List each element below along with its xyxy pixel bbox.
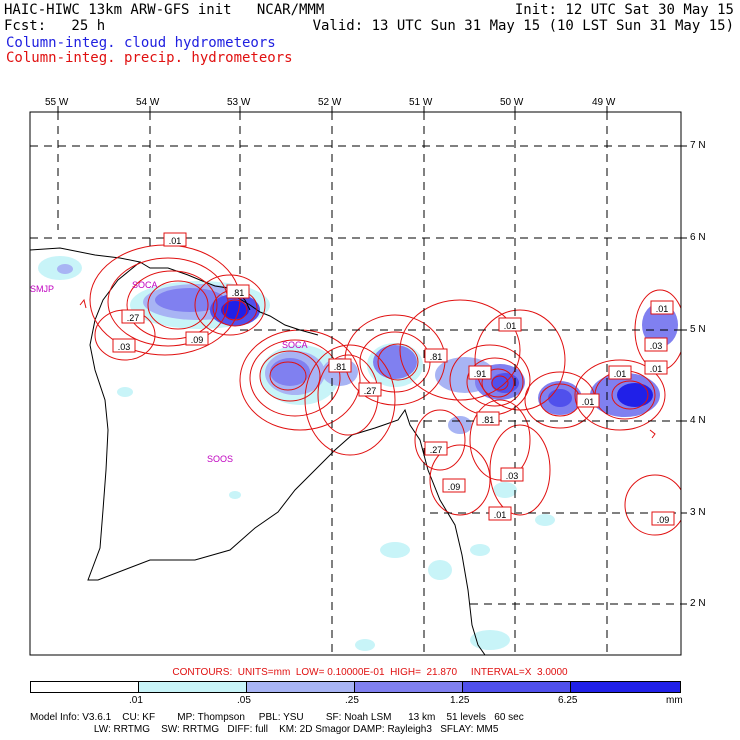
contour-label-box	[442, 478, 466, 493]
contour-label-box	[651, 511, 675, 526]
lat-label: 3 N	[690, 507, 706, 518]
colorbar-seg-5	[570, 681, 681, 693]
contour-label-box	[476, 411, 500, 426]
contour-label-box	[328, 358, 352, 373]
contour-label-box	[500, 467, 524, 482]
contour-label-box	[424, 441, 448, 456]
lat-label: 5 N	[690, 324, 706, 335]
contour-label: .01	[582, 397, 595, 407]
precip-legend: Column-integ. precip. hydrometeors	[6, 50, 293, 66]
contour-label: .03	[506, 471, 519, 481]
contour-label: .81	[482, 415, 495, 425]
valid-time: Valid: 13 UTC Sun 31 May 15 (10 LST Sun …	[312, 18, 734, 34]
colorbar-seg-0	[30, 681, 139, 693]
contour-label-box	[644, 337, 668, 352]
lon-label: 49 W	[592, 97, 616, 108]
contour-label-box	[468, 365, 492, 380]
lat-label: 4 N	[690, 415, 706, 426]
lon-label: 53 W	[227, 97, 251, 108]
colorbar-seg-1	[138, 681, 247, 693]
contour-label-box	[226, 284, 250, 299]
lon-label: 52 W	[318, 97, 342, 108]
contour-info: CONTOURS: UNITS=mm LOW= 0.10000E-01 HIGH…	[172, 667, 568, 678]
model-info-line2: LW: RRTMG SW: RRTMG DIFF: full KM: 2D Sm…	[30, 724, 499, 735]
graticule	[30, 112, 681, 655]
lon-label: 54 W	[136, 97, 160, 108]
contour-label-box	[358, 382, 382, 397]
contour-label: .01	[656, 304, 669, 314]
contour-label-box	[650, 300, 674, 315]
model-info-line1: Model Info: V3.6.1 CU: KF MP: Thompson P…	[30, 712, 524, 723]
contour-label: .27	[364, 386, 377, 396]
contour-label: .01	[494, 510, 507, 520]
station-label: SOOS	[207, 454, 233, 464]
contour-label: .01	[614, 369, 627, 379]
colorbar-seg-4	[462, 681, 571, 693]
contour-label-box	[121, 309, 145, 324]
colorbar-tick: .25	[345, 695, 359, 706]
lon-label: 50 W	[500, 97, 524, 108]
contour-label: .27	[430, 445, 443, 455]
cloud-legend: Column-integ. cloud hydrometeors	[6, 35, 276, 51]
contour-label-box	[608, 365, 632, 380]
colorbar-tick: .05	[237, 695, 251, 706]
contour-label-box	[163, 232, 187, 247]
contour-label-box	[112, 338, 136, 353]
colorbar-units: mm	[666, 695, 683, 706]
forecast-hour: Fcst: 25 h	[4, 18, 106, 34]
contour-label-box	[424, 348, 448, 363]
colorbar-tick: 6.25	[558, 695, 578, 706]
contour-label: .27	[127, 313, 140, 323]
map-frame	[29, 111, 682, 656]
lat-label: 6 N	[690, 232, 706, 243]
contour-label: .09	[657, 515, 670, 525]
station-label: SMJP	[30, 284, 54, 294]
contour-label: .09	[191, 335, 204, 345]
contour-label: .01	[650, 364, 663, 374]
station-label: SOCA	[132, 280, 158, 290]
contour-labels: .01 .27 .03 .09 .81 .81 .27 .81 .91 .01 .03 .01 .27.…	[112, 232, 675, 526]
contour-label: .09	[448, 482, 461, 492]
colorbar-tick: 1.25	[450, 695, 470, 706]
colorbar-seg-3	[354, 681, 463, 693]
contour-label-box	[185, 331, 209, 346]
contour-label: .01	[169, 236, 182, 246]
contour-label-box	[644, 360, 668, 375]
station-label: SOCA	[282, 340, 308, 350]
contour-label: .81	[232, 288, 245, 298]
contour-label: .91	[474, 369, 487, 379]
contour-label-box	[576, 393, 600, 408]
precip-contour-layer	[79, 244, 681, 536]
lat-label: 2 N	[690, 598, 706, 609]
colorbar-tick: .01	[129, 695, 143, 706]
colorbar-seg-2	[246, 681, 355, 693]
contour-label: .01	[504, 321, 517, 331]
lon-label: 55 W	[45, 97, 69, 108]
contour-label: .81	[430, 352, 443, 362]
tick-marks	[57, 106, 687, 605]
contour-label-box	[488, 506, 512, 521]
lon-label: 51 W	[409, 97, 433, 108]
init-time: Init: 12 UTC Sat 30 May 15	[514, 2, 734, 18]
title-line: HAIC-HIWC 13km ARW-GFS init NCAR/MMM	[4, 2, 325, 18]
lat-label: 7 N	[690, 140, 706, 151]
contour-label: .03	[118, 342, 131, 352]
contour-label: .03	[650, 341, 663, 351]
contour-label-box	[498, 317, 522, 332]
contour-label: .81	[334, 362, 347, 372]
